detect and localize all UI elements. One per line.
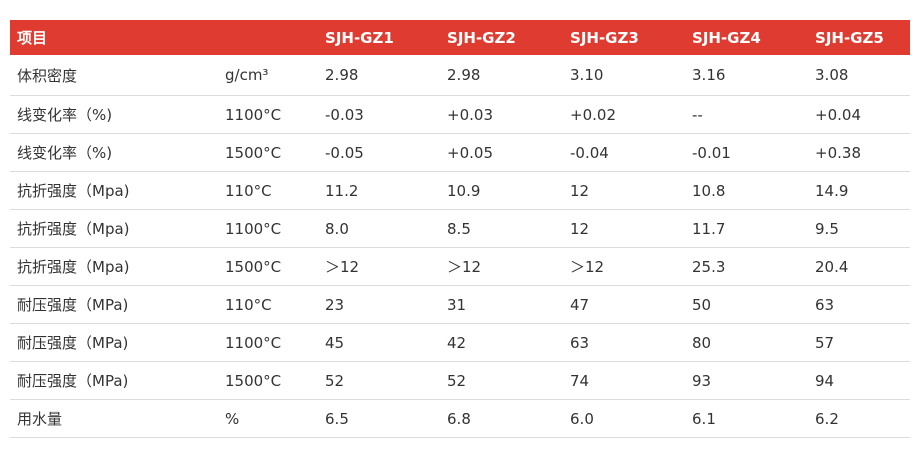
value-cell: 63	[563, 323, 686, 362]
table-row: 耐压强度（MPa) 110°C 23 31 47 50 63	[10, 285, 911, 324]
column-header: SJH-GZ3	[563, 20, 686, 55]
value-cell: 52	[440, 361, 564, 400]
value-cell: -0.01	[685, 133, 809, 172]
column-header: SJH-GZ1	[318, 20, 441, 55]
value-cell: 9.5	[808, 209, 911, 248]
value-cell: 74	[563, 361, 686, 400]
value-cell: 10.9	[440, 171, 564, 210]
value-cell: ＞12	[563, 247, 686, 286]
value-cell: 25.3	[685, 247, 809, 286]
value-cell: ＞12	[440, 247, 564, 286]
value-cell: --	[685, 95, 809, 134]
value-cell: 47	[563, 285, 686, 324]
value-cell: 12	[563, 171, 686, 210]
value-cell: 45	[318, 323, 441, 362]
table-row: 体积密度 g/cm³ 2.98 2.98 3.10 3.16 3.08	[10, 55, 911, 96]
value-cell: 8.5	[440, 209, 564, 248]
value-cell: 57	[808, 323, 911, 362]
header-title: 项目	[10, 20, 319, 55]
unit-cell: 1100°C	[218, 323, 319, 362]
row-label: 线变化率（%)	[10, 133, 218, 172]
value-cell: 14.9	[808, 171, 911, 210]
value-cell: ＞12	[318, 247, 441, 286]
value-cell: 63	[808, 285, 911, 324]
unit-cell: %	[218, 399, 319, 438]
row-label: 耐压强度（MPa)	[10, 285, 218, 324]
value-cell: +0.04	[808, 95, 911, 134]
table-row: 抗折强度（Mpa) 1100°C 8.0 8.5 12 11.7 9.5	[10, 209, 911, 248]
value-cell: -0.03	[318, 95, 441, 134]
value-cell: +0.03	[440, 95, 564, 134]
value-cell: 80	[685, 323, 809, 362]
value-cell: -0.05	[318, 133, 441, 172]
value-cell: 23	[318, 285, 441, 324]
value-cell: 10.8	[685, 171, 809, 210]
value-cell: 6.1	[685, 399, 809, 438]
value-cell: 6.8	[440, 399, 564, 438]
value-cell: 94	[808, 361, 911, 400]
unit-cell: 1500°C	[218, 133, 319, 172]
value-cell: 3.08	[808, 55, 911, 96]
row-label: 线变化率（%)	[10, 95, 218, 134]
row-label: 耐压强度（MPa)	[10, 361, 218, 400]
column-header: SJH-GZ5	[808, 20, 911, 55]
value-cell: 3.16	[685, 55, 809, 96]
value-cell: 6.2	[808, 399, 911, 438]
value-cell: 42	[440, 323, 564, 362]
value-cell: +0.38	[808, 133, 911, 172]
value-cell: 8.0	[318, 209, 441, 248]
value-cell: -0.04	[563, 133, 686, 172]
row-label: 体积密度	[10, 55, 218, 96]
value-cell: 31	[440, 285, 564, 324]
spec-table: 项目 SJH-GZ1 SJH-GZ2 SJH-GZ3 SJH-GZ4 SJH-GZ5 体…	[10, 20, 911, 438]
value-cell: 3.10	[563, 55, 686, 96]
value-cell: 52	[318, 361, 441, 400]
value-cell: 12	[563, 209, 686, 248]
row-label: 用水量	[10, 399, 218, 438]
value-cell: 2.98	[440, 55, 564, 96]
value-cell: 11.7	[685, 209, 809, 248]
unit-cell: 1500°C	[218, 247, 319, 286]
table-row: 抗折强度（Mpa) 1500°C ＞12 ＞12 ＞12 25.3 20.4	[10, 247, 911, 286]
table-row: 耐压强度（MPa) 1100°C 45 42 63 80 57	[10, 323, 911, 362]
table-row: 线变化率（%) 1100°C -0.03 +0.03 +0.02 -- +0.04	[10, 95, 911, 134]
row-label: 抗折强度（Mpa)	[10, 209, 218, 248]
unit-cell: 1500°C	[218, 361, 319, 400]
header-row: 项目 SJH-GZ1 SJH-GZ2 SJH-GZ3 SJH-GZ4 SJH-GZ5	[10, 20, 911, 55]
unit-cell: 110°C	[218, 285, 319, 324]
value-cell: 6.0	[563, 399, 686, 438]
value-cell: 93	[685, 361, 809, 400]
table-row: 线变化率（%) 1500°C -0.05 +0.05 -0.04 -0.01 +0.38	[10, 133, 911, 172]
row-label: 抗折强度（Mpa)	[10, 247, 218, 286]
value-cell: 6.5	[318, 399, 441, 438]
unit-cell: 1100°C	[218, 209, 319, 248]
table-row: 抗折强度（Mpa) 110°C 11.2 10.9 12 10.8 14.9	[10, 171, 911, 210]
value-cell: +0.05	[440, 133, 564, 172]
column-header: SJH-GZ4	[685, 20, 809, 55]
table-row: 耐压强度（MPa) 1500°C 52 52 74 93 94	[10, 361, 911, 400]
unit-cell: g/cm³	[218, 55, 319, 96]
row-label: 抗折强度（Mpa)	[10, 171, 218, 210]
value-cell: 2.98	[318, 55, 441, 96]
unit-cell: 110°C	[218, 171, 319, 210]
value-cell: +0.02	[563, 95, 686, 134]
unit-cell: 1100°C	[218, 95, 319, 134]
row-label: 耐压强度（MPa)	[10, 323, 218, 362]
value-cell: 50	[685, 285, 809, 324]
table-row: 用水量% 6.5 6.8 6.0 6.1 6.2	[10, 399, 911, 438]
value-cell: 11.2	[318, 171, 441, 210]
value-cell: 20.4	[808, 247, 911, 286]
column-header: SJH-GZ2	[440, 20, 564, 55]
